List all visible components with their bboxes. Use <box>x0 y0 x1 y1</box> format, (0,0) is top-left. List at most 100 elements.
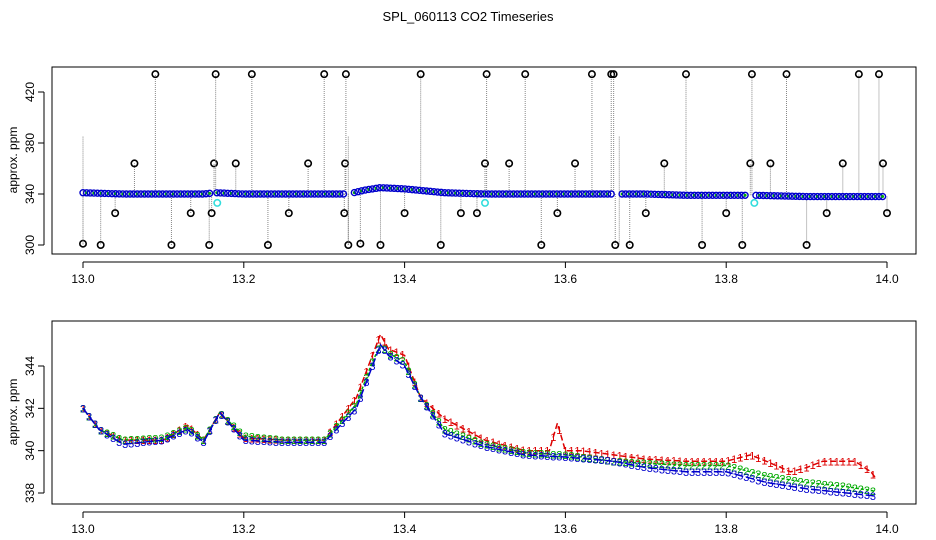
series-marker: 1 <box>514 444 520 456</box>
baseline-point <box>488 190 496 198</box>
baseline-point <box>278 190 286 198</box>
baseline-point <box>242 190 250 198</box>
series-marker: 3 <box>345 412 351 424</box>
baseline-point <box>857 192 865 201</box>
baseline-point <box>705 191 713 199</box>
baseline-point <box>263 190 272 198</box>
series-marker: 3 <box>98 426 104 438</box>
series-marker: 3 <box>333 425 339 437</box>
series-marker: 3 <box>243 435 249 447</box>
baseline-point <box>466 189 474 198</box>
series-marker: 2 <box>158 433 164 445</box>
baseline-point <box>148 190 156 198</box>
series-marker: 3 <box>80 403 86 415</box>
series-marker: 1 <box>333 419 339 431</box>
spike-point <box>482 70 491 79</box>
baseline-point <box>339 190 348 198</box>
series-marker: 2 <box>689 460 695 472</box>
series-marker: 3 <box>647 463 653 475</box>
baseline-point <box>162 190 170 198</box>
series-marker: 3 <box>267 436 273 448</box>
x-tick-label: 13.0 <box>71 522 95 536</box>
series-marker: 3 <box>514 448 520 460</box>
series-marker: 2 <box>460 431 466 443</box>
series-marker: 3 <box>623 459 629 471</box>
spike-point <box>607 70 616 79</box>
baseline-point <box>191 190 199 198</box>
series-marker: 3 <box>611 456 617 468</box>
series-marker: 2 <box>454 429 460 441</box>
series-marker: 1 <box>852 456 858 468</box>
series-marker: 3 <box>387 352 393 364</box>
baseline-point <box>784 192 793 200</box>
series-marker: 3 <box>237 430 243 442</box>
series-marker: 1 <box>490 437 496 449</box>
spike-point <box>609 70 618 79</box>
series-marker: 1 <box>249 433 255 445</box>
baseline-point <box>111 190 120 198</box>
series-marker: 1 <box>520 445 526 457</box>
baseline-point <box>871 192 880 201</box>
spike-point <box>211 70 220 79</box>
series-marker: 2 <box>188 426 194 438</box>
series-marker: 1 <box>846 456 852 468</box>
spike-point <box>822 209 831 218</box>
baseline-point <box>256 190 264 198</box>
series-marker: 1 <box>737 453 743 465</box>
baseline-point <box>176 190 185 198</box>
baseline-point <box>495 190 503 198</box>
series-marker: 1 <box>653 455 659 467</box>
series-marker: 1 <box>140 435 146 447</box>
series-marker: 1 <box>279 435 285 447</box>
series-marker: 3 <box>870 491 876 503</box>
series-marker: 1 <box>484 436 490 448</box>
spike-point <box>480 159 489 168</box>
series-marker: 1 <box>496 439 502 451</box>
spike-point <box>553 209 562 218</box>
baseline-point <box>567 190 576 198</box>
x-tick-label: 13.2 <box>232 272 256 286</box>
series-marker: 1 <box>255 434 261 446</box>
series-marker: 2 <box>767 472 773 484</box>
baseline-point <box>828 192 836 201</box>
spike-point <box>284 209 293 218</box>
spike-point <box>660 159 669 168</box>
series-marker: 2 <box>743 466 749 478</box>
series-marker: 3 <box>164 433 170 445</box>
baseline-point <box>408 185 416 194</box>
series-marker: 2 <box>695 460 701 472</box>
series-marker: 1 <box>424 398 430 410</box>
series-marker: 3 <box>586 454 592 466</box>
series-marker: 3 <box>683 467 689 479</box>
series-marker: 1 <box>460 423 466 435</box>
series-marker: 2 <box>508 445 514 457</box>
series-marker: 2 <box>436 417 442 429</box>
series-marker: 3 <box>466 436 472 448</box>
spike-point <box>456 209 465 218</box>
baseline-point <box>640 190 648 198</box>
baseline-point <box>285 190 293 198</box>
spike-point <box>304 159 313 168</box>
series-marker: 2 <box>116 433 122 445</box>
series-marker: 3 <box>592 455 598 467</box>
series-marker: 1 <box>611 450 617 462</box>
cyan-point <box>213 198 222 207</box>
series-marker: 3 <box>761 477 767 489</box>
series-marker: 2 <box>176 426 182 438</box>
series-marker: 3 <box>430 411 436 423</box>
series-marker: 3 <box>580 454 586 466</box>
series-marker: 1 <box>261 434 267 446</box>
series-marker: 2 <box>701 460 707 472</box>
series-marker: 1 <box>592 448 598 460</box>
baseline-point <box>473 190 482 198</box>
series-marker: 1 <box>550 432 556 444</box>
series-marker: 3 <box>562 452 568 464</box>
x-tick-label: 14.0 <box>875 522 899 536</box>
series-marker: 2 <box>677 460 683 472</box>
baseline-point-green <box>881 195 885 199</box>
series-marker: 2 <box>255 432 261 444</box>
baseline-point <box>524 190 532 198</box>
